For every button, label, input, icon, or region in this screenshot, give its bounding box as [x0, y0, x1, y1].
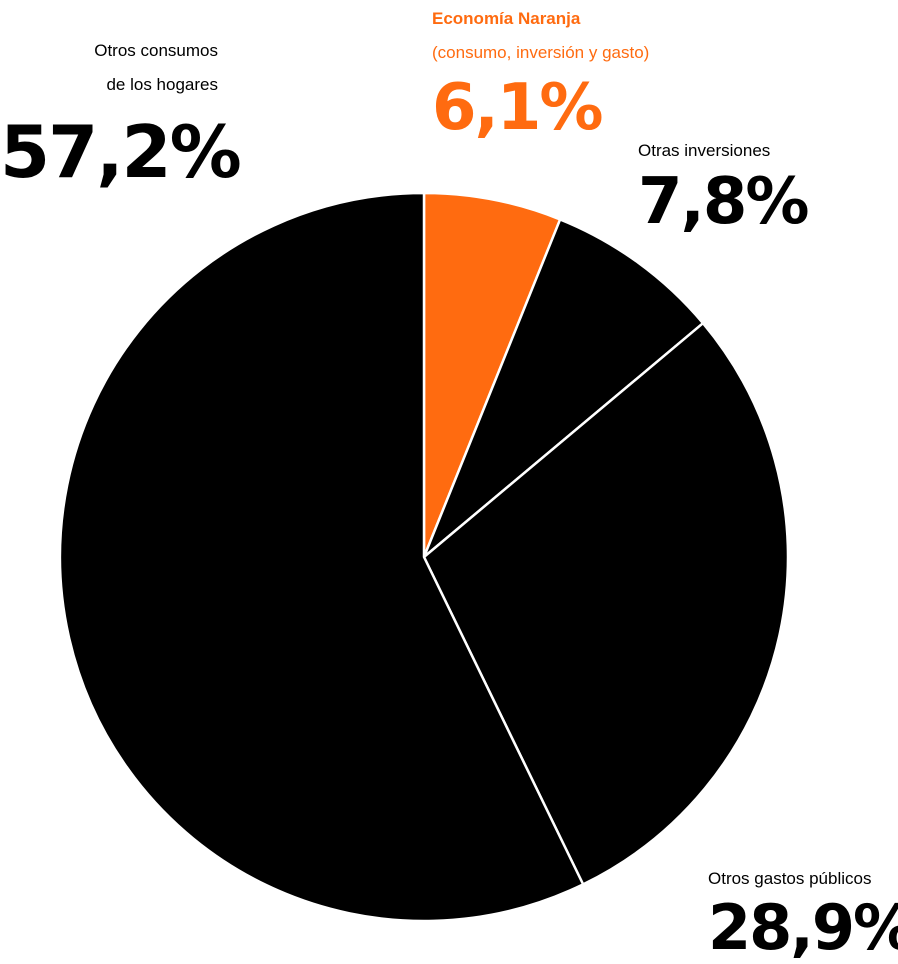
label-otros-consumos-hogares: Otros consumos de los hogares 57,2%: [0, 32, 242, 194]
value-inversiones: 7,8%: [638, 165, 809, 239]
label-hogares-line1: Otros consumos: [94, 41, 218, 60]
label-naranja-title: Economía Naranja: [432, 9, 581, 28]
label-economia-naranja: Economía Naranja (consumo, inversión y g…: [432, 0, 649, 140]
value-naranja: 6,1%: [432, 71, 604, 145]
label-naranja-subtitle: (consumo, inversión y gasto): [432, 43, 650, 62]
label-otras-inversiones: Otras inversiones 7,8%: [638, 136, 809, 239]
value-publicos: 28,9%: [708, 891, 898, 964]
pie-slice-naranja: [422, 191, 562, 559]
value-hogares: 57,2%: [0, 110, 242, 194]
pie-slice-inversiones: [422, 218, 705, 559]
label-publicos-name: Otros gastos públicos: [708, 869, 872, 888]
pie-slice-hogares: [58, 191, 585, 923]
label-hogares-line2: de los hogares: [106, 75, 218, 94]
label-otros-gastos-publicos: Otros gastos públicos 28,9%: [708, 860, 898, 960]
label-inversiones-name: Otras inversiones: [638, 141, 771, 160]
